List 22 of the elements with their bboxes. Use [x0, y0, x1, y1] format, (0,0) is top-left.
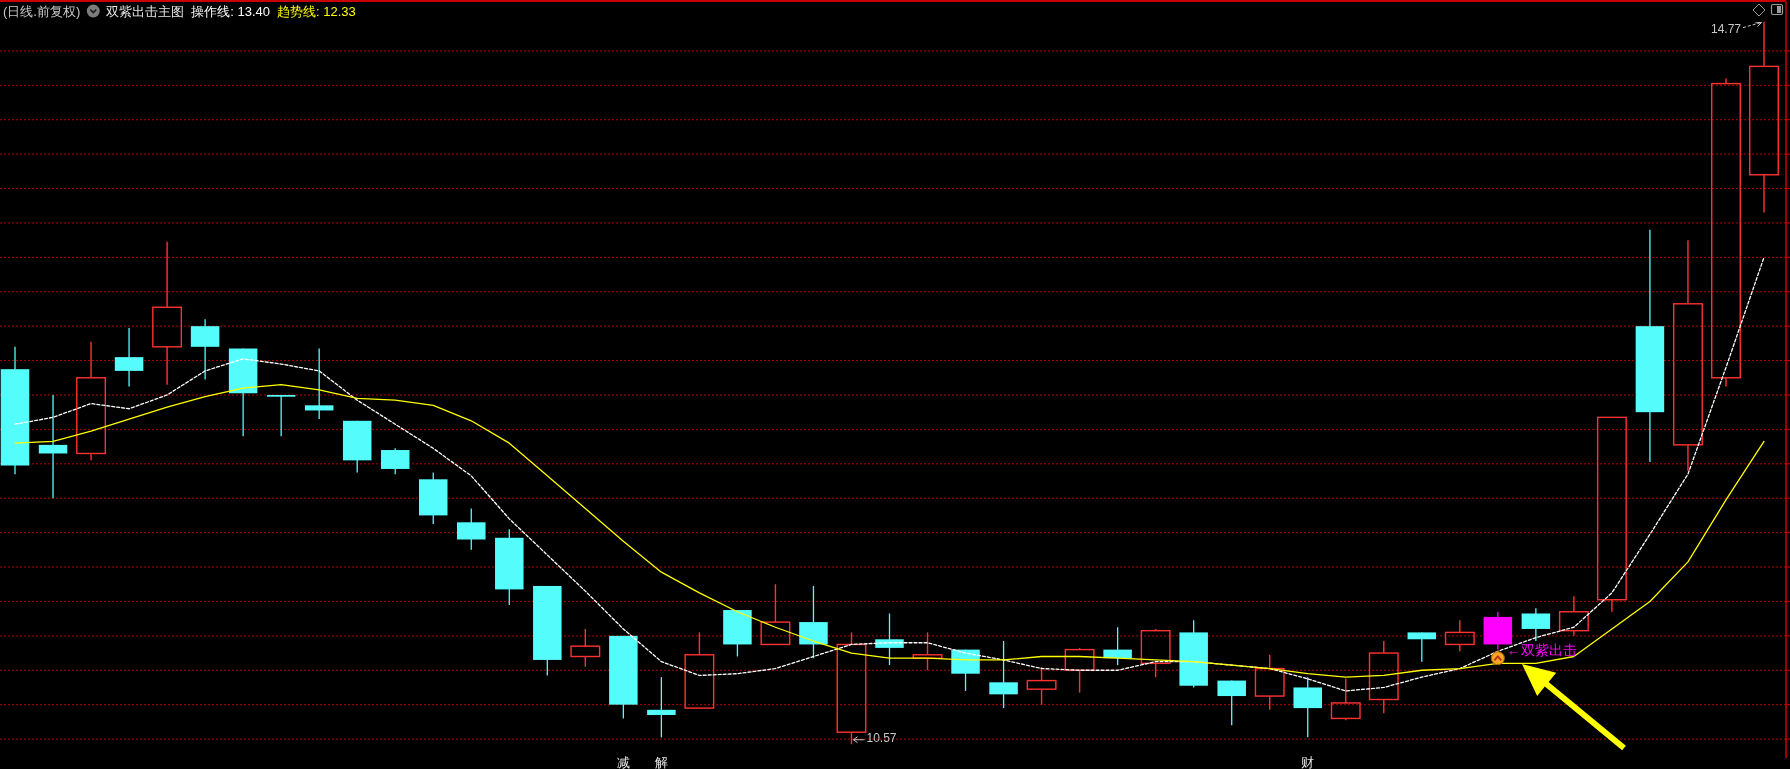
candlestick — [266, 394, 296, 437]
text: 14.77 — [1710, 21, 1741, 36]
candlestick — [1444, 619, 1475, 653]
candlestick — [76, 340, 107, 462]
candlestick — [647, 676, 676, 738]
x-tick-label: 解 — [654, 755, 668, 769]
candlestick — [760, 583, 791, 646]
candlestick — [1558, 595, 1589, 637]
chart-title: (日线.前复权) — [3, 4, 81, 19]
candlestick — [1672, 239, 1703, 472]
candlestick — [304, 347, 334, 420]
chart-subtitle: 双紫出击主图 — [106, 4, 185, 19]
x-tick-label: 财 — [1301, 755, 1315, 769]
text: 10.57 — [866, 730, 897, 745]
legend: 操作线: 13.40 趋势线: 12.33 — [191, 4, 356, 19]
series-label: ←双紫出击 — [1506, 642, 1577, 659]
candlestick — [1711, 77, 1741, 388]
candlestick — [1596, 416, 1627, 613]
candlestick — [38, 394, 68, 499]
x-tick-label: 减 — [616, 755, 630, 769]
candlestick — [152, 241, 183, 386]
candlestick — [684, 631, 715, 709]
